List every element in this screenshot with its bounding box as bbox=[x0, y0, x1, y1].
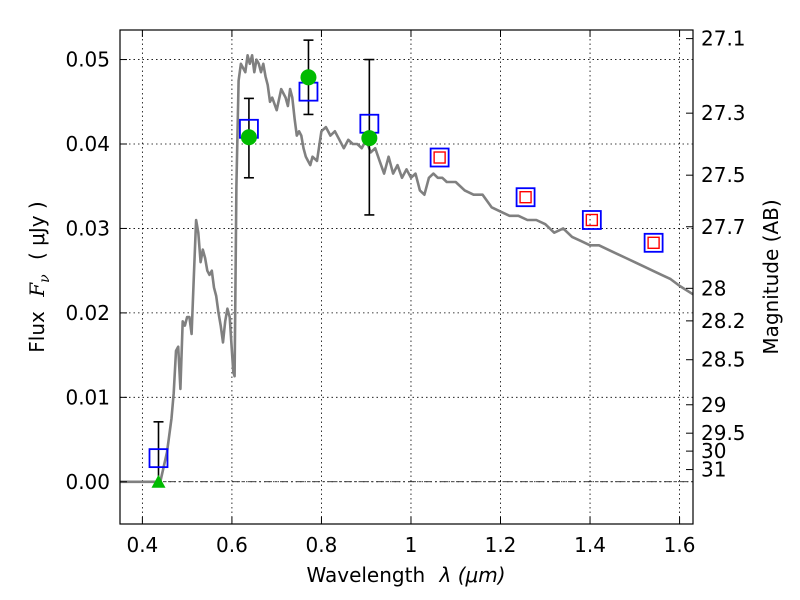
y-tick-label: 0.03 bbox=[65, 216, 110, 240]
y-tick-label: 0.00 bbox=[65, 470, 110, 494]
model-square-marker bbox=[643, 232, 664, 253]
x-tick-label: 0.4 bbox=[126, 533, 158, 557]
right-tick-label: 29.5 bbox=[701, 421, 746, 445]
right-tick-label: 28 bbox=[701, 276, 726, 300]
right-tick-label: 29 bbox=[701, 393, 726, 417]
right-tick-label: 31 bbox=[701, 458, 726, 482]
right-tick-label: 27.5 bbox=[701, 163, 746, 187]
model-square-marker bbox=[429, 147, 450, 168]
right-axis-label: Magnitude (AB) bbox=[759, 199, 783, 354]
y-axis-label: Flux Fν ( μJy ) bbox=[25, 201, 54, 352]
plot-frame bbox=[119, 29, 694, 525]
model-square-marker bbox=[515, 187, 536, 208]
observed-flux-point bbox=[240, 129, 257, 146]
x-tick-label: 1.2 bbox=[485, 533, 517, 557]
right-tick-label: 27.1 bbox=[701, 27, 746, 51]
x-tick-label: 0.8 bbox=[306, 533, 338, 557]
y-tick-label: 0.02 bbox=[65, 301, 110, 325]
grid bbox=[120, 30, 693, 524]
upper-limit-triangle bbox=[151, 474, 166, 488]
error-bars bbox=[153, 39, 375, 482]
observed-flux-point bbox=[361, 130, 378, 147]
observed-flux-point bbox=[300, 69, 317, 86]
right-tick-label: 27.3 bbox=[701, 101, 746, 125]
y-tick-label: 0.04 bbox=[65, 132, 110, 156]
right-tick-label: 28.2 bbox=[701, 309, 746, 333]
model-square-inner-marker bbox=[647, 236, 660, 250]
x-tick-label: 1 bbox=[405, 533, 418, 557]
x-tick-label: 1.6 bbox=[664, 533, 696, 557]
sed-model-line-layer bbox=[120, 53, 694, 484]
model-square-inner-marker bbox=[519, 190, 532, 204]
y-axis-ticks: 0.00 0.01 0.02 0.03 0.04 0.05 bbox=[65, 48, 127, 494]
model-square-inner-marker bbox=[433, 151, 446, 164]
right-tick-label: 28.5 bbox=[701, 348, 746, 372]
model-square-marker bbox=[581, 210, 602, 230]
model-photometry-squares bbox=[148, 81, 664, 469]
model-square-marker bbox=[148, 448, 169, 469]
y-tick-label: 0.01 bbox=[65, 385, 110, 409]
right-tick-label: 30 bbox=[701, 439, 726, 463]
x-tick-label: 0.6 bbox=[216, 533, 248, 557]
sed-model-line bbox=[120, 53, 694, 484]
observed-photometry-points bbox=[151, 69, 378, 488]
right-tick-label: 27.7 bbox=[701, 215, 746, 239]
y-tick-label: 0.05 bbox=[65, 48, 110, 72]
model-square-inner-marker bbox=[585, 213, 599, 227]
x-axis-ticks: 0.4 0.6 0.8 1 1.2 1.4 1.6 bbox=[126, 30, 695, 557]
x-tick-label: 1.4 bbox=[574, 533, 606, 557]
x-axis-label: Wavelength λ (μm) bbox=[306, 563, 505, 587]
